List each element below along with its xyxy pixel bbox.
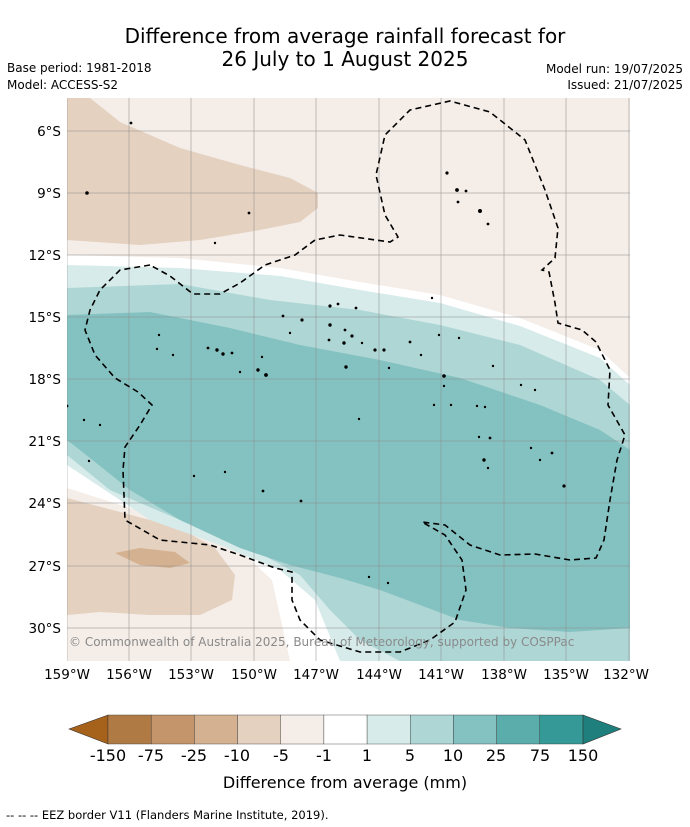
colorbar-cell bbox=[237, 714, 281, 745]
lat-label: 21°S bbox=[29, 434, 62, 450]
issued-date-text: Issued: 21/07/2025 bbox=[567, 78, 683, 92]
lat-label: 27°S bbox=[29, 559, 62, 575]
colorbar-tick: 25 bbox=[486, 746, 506, 765]
colorbar-tick: -5 bbox=[273, 746, 289, 765]
colorbar-tick: -150 bbox=[90, 746, 126, 765]
lon-label: 156°W bbox=[106, 667, 152, 683]
lon-label: 159°W bbox=[44, 667, 90, 683]
colorbar-cell bbox=[496, 714, 541, 745]
colorbar-cell bbox=[150, 714, 195, 745]
lon-label: 153°W bbox=[168, 667, 214, 683]
colorbar-tick: -1 bbox=[316, 746, 332, 765]
lon-label: 144°W bbox=[356, 667, 402, 683]
colorbar-tick: -10 bbox=[224, 746, 250, 765]
lon-label: 141°W bbox=[418, 667, 464, 683]
model-name-text: Model: ACCESS-S2 bbox=[7, 78, 119, 92]
lat-label: 12°S bbox=[29, 248, 62, 264]
colorbar-tick: 1 bbox=[362, 746, 372, 765]
lon-label: 135°W bbox=[543, 667, 589, 683]
lon-label: 132°W bbox=[603, 667, 649, 683]
lat-gridlines bbox=[67, 130, 630, 629]
map-title-line2: 26 July to 1 August 2025 bbox=[221, 47, 469, 71]
colorbar-cell bbox=[366, 714, 411, 745]
colorbar-cell bbox=[539, 714, 584, 745]
colorbar-cells bbox=[107, 714, 584, 745]
base-period-text: Base period: 1981-2018 bbox=[7, 61, 152, 75]
lat-label: 18°S bbox=[29, 372, 62, 388]
colorbar-low-extension bbox=[68, 714, 109, 745]
eez-legend-note: -- -- -- EEZ border V11 (Flanders Marine… bbox=[6, 808, 329, 822]
lat-label: 24°S bbox=[29, 496, 62, 512]
lon-gridlines bbox=[67, 98, 630, 661]
copyright-notice: © Commonwealth of Australia 2025, Bureau… bbox=[69, 635, 574, 649]
eez-border-west bbox=[84, 100, 626, 653]
colorbar-cell bbox=[410, 714, 454, 745]
model-run-text: Model run: 19/07/2025 bbox=[545, 62, 683, 76]
lat-label: 9°S bbox=[37, 186, 61, 202]
lon-label: 138°W bbox=[481, 667, 527, 683]
lat-label: 15°S bbox=[29, 310, 62, 326]
lon-axis-labels: 159°W 156°W 153°W 150°W 147°W 144°W 141°… bbox=[44, 667, 649, 683]
colorbar-tick: 10 bbox=[443, 746, 463, 765]
colorbar: -150 -75 -25 -10 -5 -1 1 5 10 25 75 150 … bbox=[68, 714, 622, 792]
colorbar-tick: 75 bbox=[530, 746, 550, 765]
colorbar-tick: 5 bbox=[405, 746, 415, 765]
colorbar-cell bbox=[453, 714, 497, 745]
lat-axis-labels: 6°S 9°S 12°S 15°S 18°S 21°S 24°S 27°S 30… bbox=[29, 124, 62, 637]
map-title-line1: Difference from average rainfall forecas… bbox=[124, 24, 566, 48]
band-10-25-nw bbox=[67, 98, 318, 245]
lat-label: 6°S bbox=[37, 124, 61, 140]
band-25-75-sw bbox=[115, 548, 190, 568]
colorbar-cell bbox=[107, 714, 152, 745]
rainfall-field bbox=[67, 98, 630, 661]
colorbar-cell bbox=[280, 714, 325, 745]
colorbar-tick: 150 bbox=[568, 746, 599, 765]
colorbar-cell bbox=[194, 714, 238, 745]
colorbar-tick-labels: -150 -75 -25 -10 -5 -1 1 5 10 25 75 150 bbox=[90, 746, 598, 765]
lon-label: 150°W bbox=[231, 667, 277, 683]
colorbar-label: Difference from average (mm) bbox=[223, 773, 467, 792]
colorbar-cell bbox=[323, 714, 368, 745]
lon-label: 147°W bbox=[293, 667, 339, 683]
colorbar-high-extension bbox=[582, 714, 622, 745]
colorbar-tick: -75 bbox=[138, 746, 164, 765]
island-outlines bbox=[67, 121, 566, 585]
colorbar-tick: -25 bbox=[181, 746, 207, 765]
rainfall-map: 6°S 9°S 12°S 15°S 18°S 21°S 24°S 27°S 30… bbox=[29, 98, 649, 792]
lat-label: 30°S bbox=[29, 621, 62, 637]
